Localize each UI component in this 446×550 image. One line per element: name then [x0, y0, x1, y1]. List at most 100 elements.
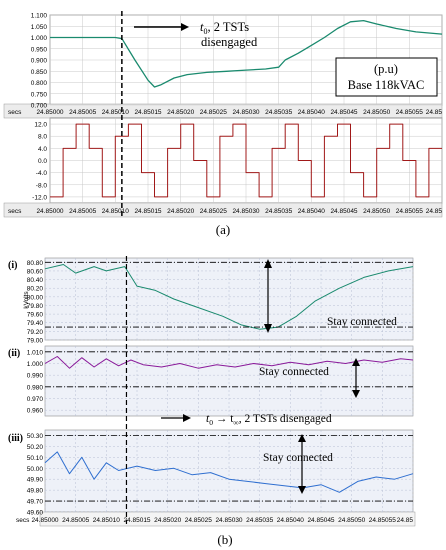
x-tick-label: 24.85050 [363, 208, 390, 215]
y-tick-label: -8.0 [36, 182, 48, 189]
x-tick-label: 24.85045 [307, 517, 334, 524]
x-tick-label: 24.85050 [338, 517, 365, 524]
x-tick-label: 24.85000 [36, 109, 63, 116]
x-tick-label: 24.85030 [232, 208, 259, 215]
y-tick-label: 0.800 [31, 80, 48, 87]
x-axis-unit: secs [8, 109, 22, 116]
x-tick-label: 24.85005 [62, 517, 89, 524]
x-tick-label: 24.85015 [134, 208, 161, 215]
x-tick-label: 24.85020 [167, 109, 194, 116]
caption-b: (b) [217, 532, 232, 547]
event-arrowhead-a [181, 23, 189, 31]
series-line-0 [50, 19, 443, 88]
x-tick-label: 24.85035 [265, 109, 292, 116]
y-tick-label: 79.00 [27, 338, 44, 345]
x-tick-label: 24.85005 [69, 208, 96, 215]
panel-b-annotations: (i) (ii) (iii) kVolts Stay connected Sta… [8, 259, 397, 494]
y-tick-label: 50.30 [27, 433, 44, 440]
series-line-4 [44, 451, 414, 493]
base-box: (p.u) Base 118kVAC [335, 57, 438, 97]
base-box-unit: (p.u) [374, 62, 398, 76]
event-label-a-rest: , 2 TSTs [207, 20, 249, 34]
y-tick-label: 80.20 [27, 286, 44, 293]
y-tick-label: 0.950 [31, 46, 48, 53]
tick-labels: 1.100 1.050 1.000 0.950 0.900 0.850 0.800 0.750… [8, 13, 442, 525]
panel-label-iii: (iii) [8, 433, 23, 444]
x-tick-label: 24.85055 [369, 517, 396, 524]
stay-connected-ii: Stay connected [259, 366, 329, 378]
y-tick-label: 0.990 [27, 373, 44, 380]
series-lines [44, 19, 443, 493]
series-line-3 [44, 356, 414, 369]
base-box-base: Base 118kVAC [348, 78, 425, 92]
event-label-a-line2: disengaged [201, 35, 258, 49]
series-line-2 [44, 264, 414, 330]
x-tick-label: 24.85015 [134, 109, 161, 116]
y-tick-label: 80.40 [27, 277, 44, 284]
x-tick-label: 24.85030 [215, 517, 242, 524]
y-tick-label: 50.10 [27, 455, 44, 462]
stay-arrow-iii-head-down [298, 486, 306, 494]
y-tick-label: 0.700 [31, 103, 48, 110]
x-tick-label: 24.85045 [330, 208, 357, 215]
y-tick-label: 8.0 [38, 134, 47, 141]
y-tick-label: 1.100 [31, 13, 48, 20]
x-tick-label: 24.85015 [123, 517, 150, 524]
x-tick-label: 24.85010 [93, 517, 120, 524]
x-tick-label: 24.85000 [36, 208, 63, 215]
y-tick-label: 0.960 [27, 408, 44, 415]
stay-arrow-i-head-down [264, 324, 272, 333]
x-tick-label: 24.85040 [298, 109, 325, 116]
x-tick-label: 24.85020 [167, 208, 194, 215]
x-tick-label: 24.85035 [265, 208, 292, 215]
x-tick-label: 24.85025 [200, 208, 227, 215]
y-tick-label: 0.750 [31, 91, 48, 98]
y-tick-label: -12.0 [32, 194, 47, 201]
event-label-b-arrow: → t [213, 413, 234, 425]
x-tick-label: 24.85005 [69, 109, 96, 116]
x-axis-unit: secs [8, 208, 22, 215]
y-tick-label: 80.00 [27, 294, 44, 301]
panel-label-i: (i) [8, 260, 17, 271]
stay-arrow-iii-head-up [298, 434, 306, 442]
x-tick-label: 24.85010 [102, 109, 129, 116]
event-label-b-sub1: 0 [209, 418, 213, 427]
y-tick-label: 4.0 [38, 146, 47, 153]
x-tick-label: 24.85030 [232, 109, 259, 116]
y-tick-label: 79.20 [27, 329, 44, 336]
y-tick-label: 0.980 [27, 384, 44, 391]
y-tick-label: 0.900 [31, 58, 48, 65]
x-tick-label: 24.85055 [396, 109, 423, 116]
x-axis-unit: secs [16, 517, 30, 524]
svg-text:t0, 2 TSTs: t0, 2 TSTs [200, 20, 249, 36]
plot-a2-axis-strip [3, 202, 443, 218]
x-tick-label: 24.85 [397, 517, 414, 524]
y-tick-label: 49.90 [27, 477, 44, 484]
event-arrowhead-b [183, 414, 191, 422]
y-tick-label: 50.20 [27, 444, 44, 451]
y-tick-label: 0.850 [31, 69, 48, 76]
event-label-b-t: t [206, 413, 210, 425]
y-tick-label: 79.60 [27, 312, 44, 319]
y-tick-label: 79.80 [27, 303, 44, 310]
base-box-frame [335, 57, 438, 97]
x-tick-label: 24.85055 [396, 208, 423, 215]
x-tick-label: 24.85040 [298, 208, 325, 215]
x-tick-label: 24.85035 [246, 517, 273, 524]
stay-connected-i: Stay connected [327, 316, 397, 328]
y-tick-label: 49.80 [27, 488, 44, 495]
y-tick-label: 12.0 [34, 122, 47, 129]
x-tick-label: 24.85000 [31, 517, 58, 524]
event-label-a-t: t [200, 20, 204, 34]
series-line-1 [50, 123, 442, 198]
stay-arrow-ii-head-down [352, 390, 360, 398]
event-label-b-sub2: ∞ [233, 418, 238, 427]
y-tick-label: -4.0 [36, 170, 48, 177]
svg-text:t0 → t∞, 2 TSTs disengaged: t0 → t∞, 2 TSTs disengaged [206, 413, 332, 427]
plot-b-axis-strip [39, 511, 416, 527]
y-tick-label: 0.0 [38, 158, 47, 165]
y-tick-label: 1.000 [27, 361, 44, 368]
event-lines [45, 11, 413, 524]
y-tick-label: 80.80 [27, 260, 44, 267]
